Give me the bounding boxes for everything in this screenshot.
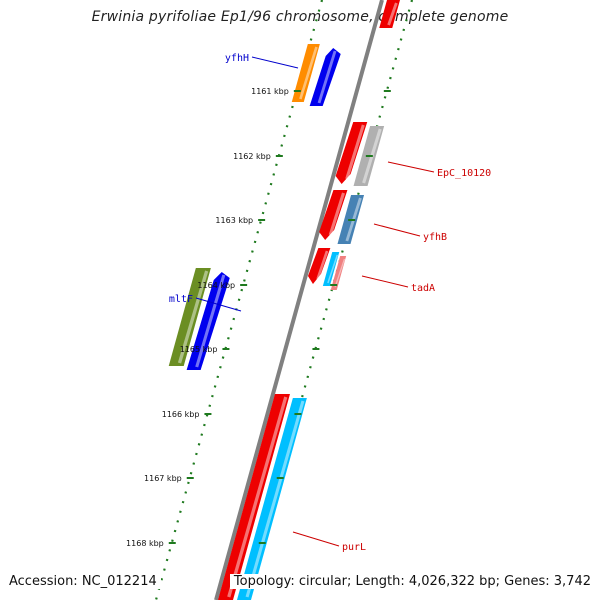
gene-red-2-body (319, 190, 348, 240)
gene-yfhH-highlight (317, 50, 337, 104)
gene-label-yfhH: yfhH (225, 53, 249, 64)
callout-line-purL (292, 531, 340, 547)
gene-olive-1 (168, 268, 211, 366)
gene-cyan-1-highlight (327, 254, 339, 284)
gene-callouts: yfhH mltF EpC_10120 yfhB tadA purL (169, 53, 491, 553)
gene-red-1-body (335, 122, 368, 184)
gene-yfhH-body (309, 48, 341, 106)
gene-mltF-body (186, 272, 230, 370)
gene-purL-highlight (227, 396, 288, 598)
map-title: Erwinia pyrifoliae Ep1/96 chromosome, co… (91, 9, 509, 25)
gene-tadA (330, 256, 347, 290)
gene-red-3 (307, 248, 331, 284)
kbp-tick-label: 1161 kbp (251, 87, 289, 96)
gene-orange-1-highlight (299, 46, 318, 100)
callout-line-mltF (195, 297, 242, 312)
kbp-tick-label: 1163 kbp (215, 216, 253, 225)
kbp-tick-label: 1165 kbp (180, 345, 218, 354)
gene-red-2 (319, 190, 348, 240)
kbp-ticks: 1161 kbp 1162 kbp 1163 kbp 1164 kbp 1165 kbp… (126, 87, 391, 548)
callout-line-yfhB (373, 223, 421, 237)
kbp-tick-label: 1167 kbp (144, 474, 182, 483)
callout-line-yfhH (251, 56, 299, 69)
left-dotted-line (154, 0, 324, 600)
gene-red-top (379, 0, 400, 28)
gene-cyan-1 (322, 252, 340, 286)
gene-yfhH (309, 48, 341, 106)
accession-label: Accession: NC_012214 (9, 574, 161, 589)
kbp-tick-label: 1164 kbp (197, 281, 235, 290)
gene-red-2-highlight (328, 192, 345, 236)
gene-tadA-highlight (334, 258, 346, 288)
gene-red-3-highlight (316, 250, 329, 280)
gene-olive-1-body (168, 268, 211, 366)
gene-label-EpC_10120: EpC_10120 (437, 168, 491, 179)
gene-tadA-body (330, 256, 347, 290)
gene-orange-1 (291, 44, 320, 102)
kbp-tick-label: 1168 kbp (126, 539, 164, 548)
dotted-guide-lines (154, 0, 414, 600)
right-dotted-line (244, 0, 414, 600)
chromosome-backbone (214, 0, 384, 600)
gene-cyan-long (236, 398, 307, 600)
callout-line-tadA (361, 275, 409, 288)
gene-red-1-highlight (345, 124, 365, 180)
topology-label: Topology: circular; Length: 4,026,322 bp… (229, 574, 591, 589)
gene-red-1 (335, 122, 368, 184)
gene-features (168, 0, 400, 600)
gene-purL (217, 394, 290, 600)
gene-red-top-highlight (387, 2, 398, 26)
kbp-tick-label: 1166 kbp (162, 410, 200, 419)
gene-mltF-highlight (195, 274, 226, 368)
gene-cyan-long-body (236, 398, 307, 600)
callout-line-EpC_10120 (387, 161, 435, 173)
gene-orange-1-body (291, 44, 320, 102)
gene-purL-body (217, 394, 290, 600)
gene-cyan-long-highlight (245, 400, 305, 598)
gene-label-yfhB: yfhB (423, 232, 447, 243)
kbp-tick-label: 1162 kbp (233, 152, 271, 161)
gene-olive-1-highlight (177, 270, 209, 364)
gene-red-top-body (379, 0, 400, 28)
gene-label-tadA: tadA (411, 283, 435, 294)
gene-label-purL: purL (342, 542, 366, 553)
gene-label-mltF: mltF (169, 294, 193, 305)
gene-mltF (186, 272, 230, 370)
gene-red-3-body (307, 248, 331, 284)
gene-cyan-1-body (322, 252, 340, 286)
